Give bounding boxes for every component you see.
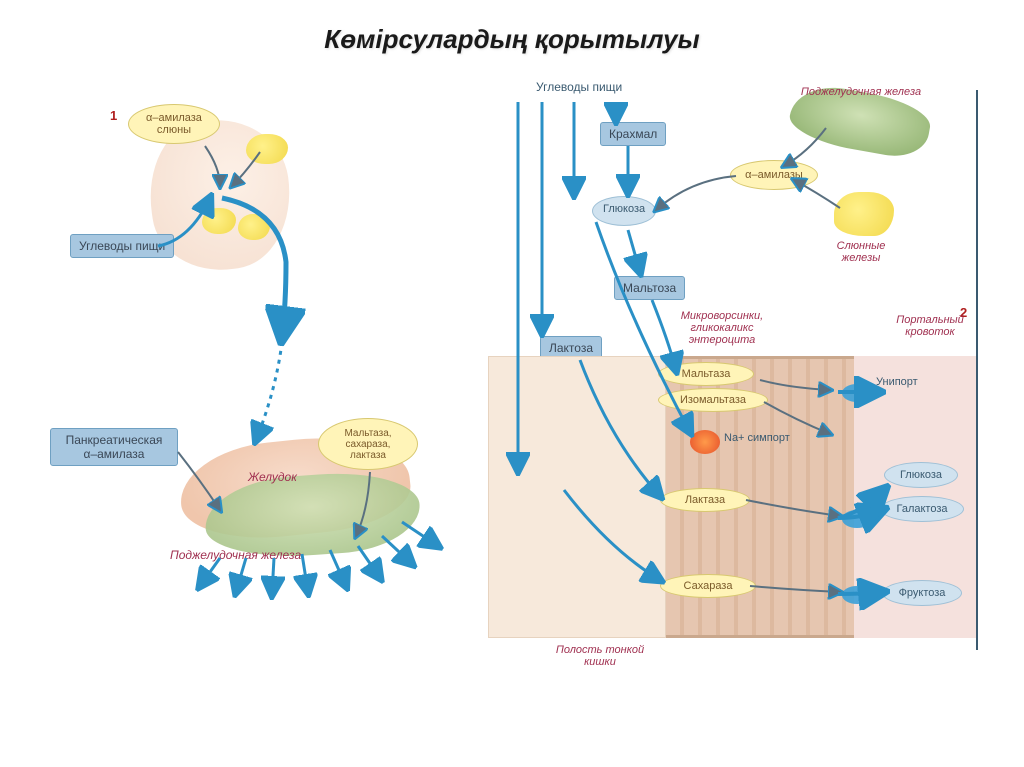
right-frame-line [976, 90, 978, 650]
diagram-canvas: 1 2 α–амилаза слюны Углеводы пищи Панкре… [50, 80, 994, 747]
page-title: Көмірсулардың қорытылуы [0, 24, 1024, 55]
right-arrows [480, 80, 1000, 680]
left-arrows [50, 80, 470, 640]
